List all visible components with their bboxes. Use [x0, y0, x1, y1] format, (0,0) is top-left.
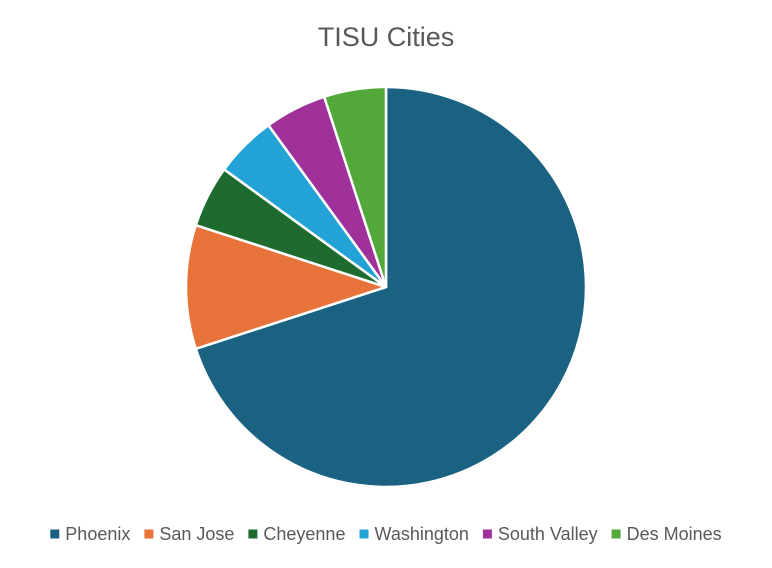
legend-label-des-moines: Des Moines	[627, 524, 722, 544]
legend-label-phoenix: Phoenix	[65, 524, 130, 544]
legend-item-san-jose: San Jose	[144, 524, 234, 544]
legend-label-south-valley: South Valley	[498, 524, 598, 544]
pie-slice-san-jose	[184, 223, 388, 351]
legend-swatch-washington	[359, 529, 369, 539]
legend-swatch-south-valley	[482, 529, 492, 539]
legend-item-phoenix: Phoenix	[50, 524, 130, 544]
pie-slice-phoenix	[194, 85, 588, 489]
legend-swatch-des-moines	[611, 529, 621, 539]
legend-swatch-san-jose	[144, 529, 154, 539]
legend-label-cheyenne: Cheyenne	[263, 524, 345, 544]
legend-swatch-phoenix	[50, 529, 60, 539]
legend-swatch-cheyenne	[248, 529, 258, 539]
pie-slices	[184, 85, 588, 489]
legend-label-washington: Washington	[375, 524, 469, 544]
legend-item-south-valley: South Valley	[482, 524, 598, 544]
legend-item-washington: Washington	[359, 524, 469, 544]
legend-item-cheyenne: Cheyenne	[248, 524, 345, 544]
chart-title: TISU Cities	[318, 22, 455, 52]
legend-label-san-jose: San Jose	[159, 524, 234, 544]
legend-item-des-moines: Des Moines	[611, 524, 722, 544]
legend: Phoenix San Jose Cheyenne Washington South V…	[50, 524, 722, 544]
pie-slice-des-moines	[322, 85, 388, 289]
